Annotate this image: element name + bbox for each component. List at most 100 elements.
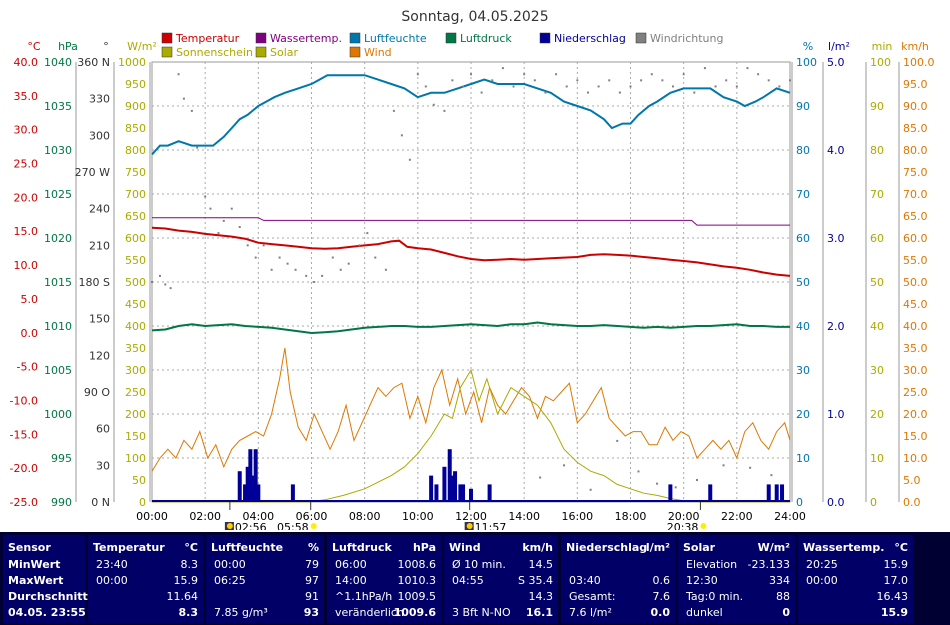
point-windrichtung	[400, 134, 403, 137]
bar-niederschlag	[450, 475, 455, 502]
wind-value: 16.1	[525, 606, 553, 619]
axis-tick-label: 30	[796, 364, 810, 377]
axis-tick-label: 270 W	[75, 166, 110, 179]
point-windrichtung	[757, 73, 760, 76]
point-windrichtung	[749, 466, 752, 469]
point-windrichtung	[695, 479, 698, 481]
temperatur-value: 11.64	[166, 590, 199, 603]
axis-tick-label: 800	[125, 144, 146, 157]
axis-tick-label: 90 O	[84, 386, 110, 399]
point-windrichtung	[722, 464, 725, 467]
axis-tick-label: 1015	[44, 276, 72, 289]
axis-tick-label: 995	[51, 452, 72, 465]
luftdruck-label: 06:00	[335, 558, 367, 571]
luftdruck-header: Luftdruck	[332, 541, 392, 554]
solar-value: 334	[769, 574, 790, 587]
axis-tick-label: 200	[125, 408, 146, 421]
sensor-header: Sensor	[8, 541, 51, 554]
axis-unit: hPa	[58, 40, 78, 53]
axis-tick-label: 15.0	[14, 225, 39, 238]
x-tick-label: 18:00	[615, 510, 647, 523]
legend-label: Windrichtung	[650, 32, 723, 45]
axis-tick-label: 120	[89, 349, 110, 362]
axis-unit: °C	[27, 40, 41, 53]
point-windrichtung	[321, 274, 324, 277]
axis-tick-label: 2.0	[827, 320, 845, 333]
luftdruck-value: 1009.6	[393, 606, 436, 619]
solar-header: Solar	[683, 541, 716, 554]
event-time-label: 02:56	[235, 521, 267, 530]
axis-tick-label: 700	[125, 188, 146, 201]
axis-tick-label: 80.0	[903, 144, 928, 157]
niederschlag-value: 0.6	[652, 574, 671, 587]
point-windrichtung	[262, 244, 265, 247]
legend-label: Luftfeuchte	[364, 32, 427, 45]
sensor-row-avg: Durchschnitt	[8, 590, 88, 603]
axis-tick-label: 360 N	[77, 56, 110, 69]
wind-value: 14.3	[528, 590, 554, 603]
point-windrichtung	[358, 244, 361, 247]
axis-tick-label: 350	[125, 342, 146, 355]
point-windrichtung	[222, 219, 225, 222]
temperatur-value: 15.9	[173, 574, 199, 587]
axis-tick-label: 210	[89, 239, 110, 252]
axis-tick-label: 10	[796, 452, 810, 465]
axis-unit: %	[803, 40, 813, 53]
axis-tick-label: 1020	[44, 232, 72, 245]
point-windrichtung	[555, 73, 558, 76]
axis-tick-label: 400	[125, 320, 146, 333]
bar-niederschlag	[290, 484, 295, 502]
axis-tick-label: 5.0	[827, 56, 845, 69]
bar-niederschlag	[458, 484, 463, 502]
point-windrichtung	[169, 287, 172, 290]
luftdruck-label: veränderlich	[335, 606, 404, 619]
axis-tick-label: 30.0	[903, 364, 928, 377]
weather-chart: Sonntag, 04.05.2025 Temperatur Wassertemp…	[10, 9, 935, 530]
temperatur-label: 23:40	[96, 558, 128, 571]
x-tick-label: 02:00	[189, 510, 221, 523]
temperatur-label: 00:00	[96, 574, 128, 587]
legend-swatch	[349, 46, 361, 58]
axis-tick-label: 4.0	[827, 144, 845, 157]
stats-panel-niederschlag: Niederschlag l/m² 03:40 0.6 Gesamt: 7.6 7.6 l/…	[561, 535, 675, 623]
axis-tick-label: 60	[796, 232, 810, 245]
axis-tick-label: 5.0	[903, 474, 921, 487]
point-windrichtung	[789, 79, 791, 82]
axis-tick-label: 50	[870, 276, 884, 289]
point-windrichtung	[656, 482, 659, 485]
chart-title: Sonntag, 04.05.2025	[401, 9, 548, 25]
point-windrichtung	[544, 91, 547, 94]
plot-area	[151, 61, 791, 503]
axis-tick-label: 300	[125, 364, 146, 377]
axis-tick-label: 70	[870, 188, 884, 201]
bar-niederschlag	[469, 488, 473, 502]
legend-swatch	[161, 32, 173, 44]
temperatur-value: 8.3	[180, 558, 199, 571]
wind-label: 04:55	[452, 574, 484, 587]
point-windrichtung	[637, 470, 640, 473]
niederschlag-value: 7.6	[652, 590, 671, 603]
luftfeuchte-value: 97	[305, 574, 319, 587]
point-windrichtung	[238, 226, 241, 228]
x-tick-label: 12:00	[455, 510, 487, 523]
legend-label: Sonnenschein	[176, 46, 253, 59]
axis-tick-label: 300	[89, 129, 110, 142]
event-time-label: 11:57	[475, 521, 507, 530]
point-windrichtung	[576, 79, 579, 82]
left-axes: °C 40.0 35.0 30.0 25.0 20.0 15.0 10.0 5.0 0.0 -5.0…	[10, 40, 157, 509]
point-windrichtung	[491, 79, 494, 82]
axis-tick-label: 550	[125, 254, 146, 267]
axis-tick-label: 1010	[44, 320, 72, 333]
axis-tick-label: 40.0	[903, 320, 928, 333]
axis-tick-label: 10.0	[903, 452, 928, 465]
legend-swatch	[539, 32, 551, 44]
luftfeuchte-label: 00:00	[214, 558, 246, 571]
axis-tick-label: 1000	[118, 56, 146, 69]
axis-tick-label: -15.0	[10, 428, 38, 441]
bar-niederschlag	[256, 484, 261, 502]
x-tick-label: 10:00	[402, 510, 434, 523]
axis-tick-label: 85.0	[903, 122, 928, 135]
point-windrichtung	[158, 274, 161, 277]
axis-tick-label: 1040	[44, 56, 72, 69]
axis-tick-label: 1000	[44, 408, 72, 421]
